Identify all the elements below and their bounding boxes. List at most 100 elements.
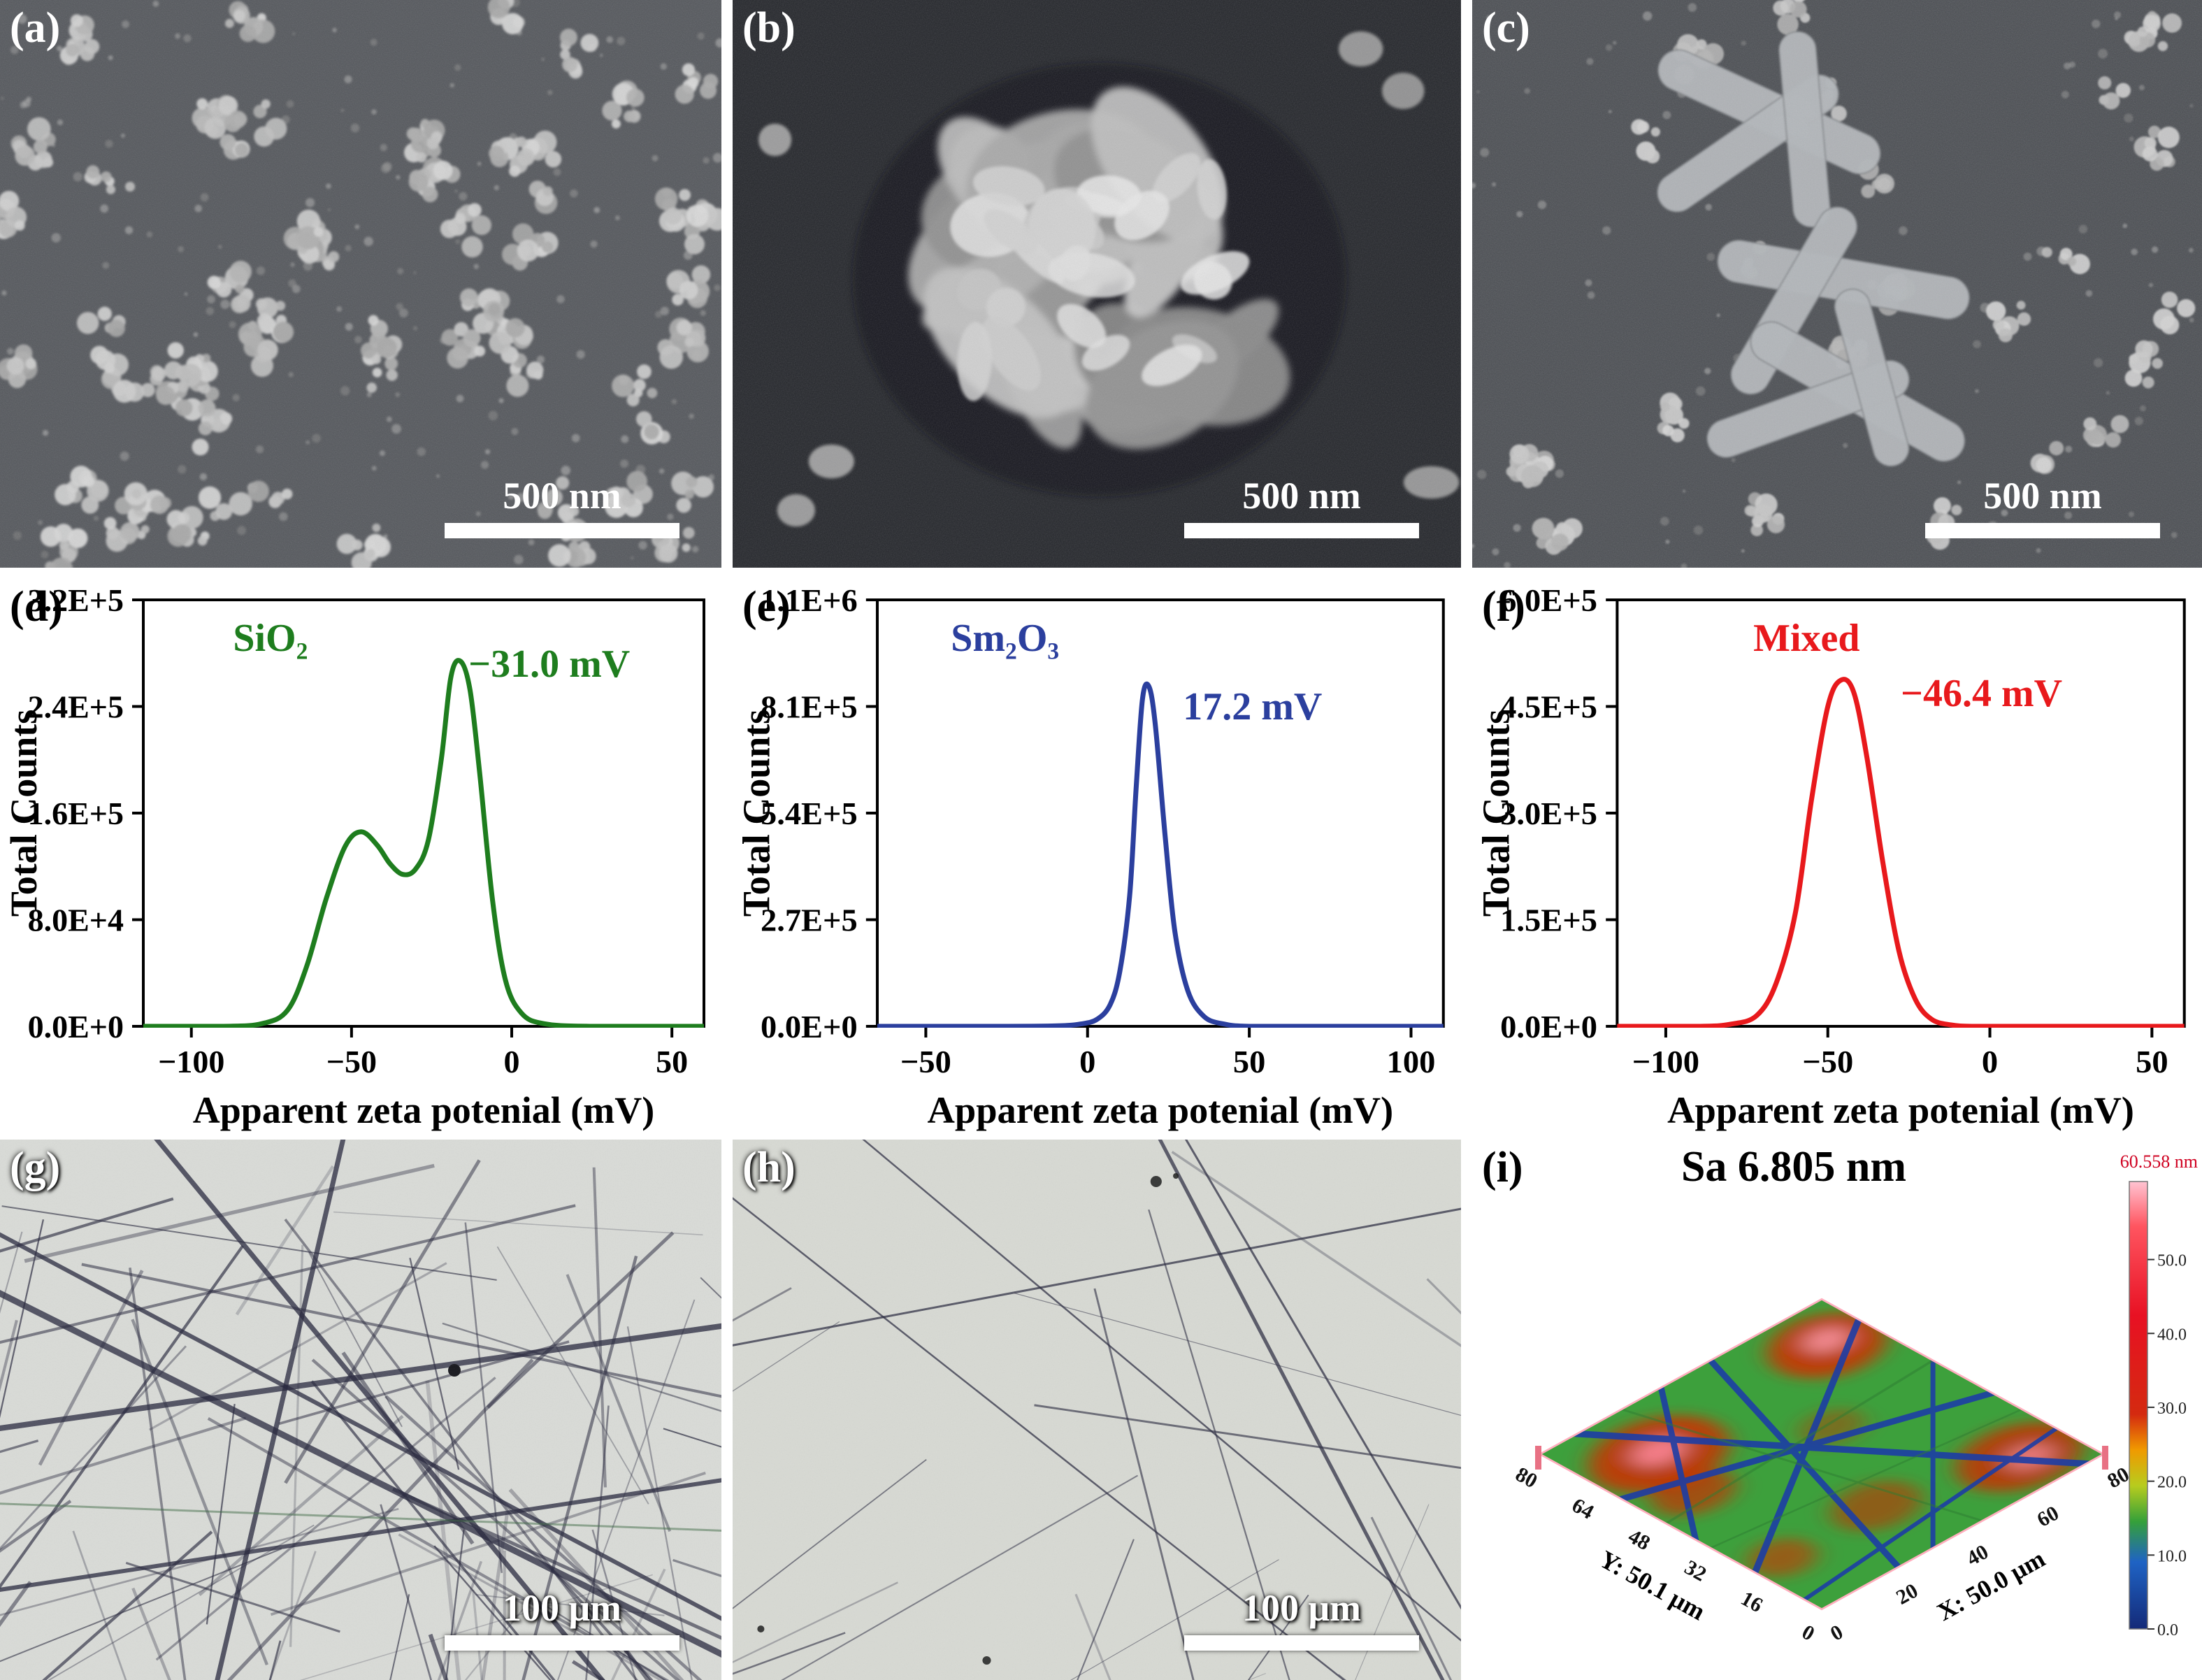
optical-image-g (0, 1140, 721, 1680)
surface-side-sliver-left (1535, 1446, 1541, 1470)
svg-text:5.4E+5: 5.4E+5 (761, 796, 858, 831)
svg-text:−50: −50 (326, 1044, 377, 1079)
svg-text:−100: −100 (1632, 1044, 1699, 1080)
svg-text:Total Counts: Total Counts (735, 710, 777, 917)
panel-label-b: (b) (742, 4, 796, 52)
scale-bar-label: 500 nm (1983, 475, 2102, 517)
panel-label-f: (f) (1482, 583, 1525, 631)
afm-surface (1538, 1298, 2106, 1611)
svg-text:Apparent zeta potenial (mV): Apparent zeta potenial (mV) (193, 1089, 654, 1131)
svg-text:64: 64 (1568, 1493, 1597, 1523)
svg-text:0.0: 0.0 (2157, 1621, 2178, 1639)
svg-text:0.0E+0: 0.0E+0 (1500, 1010, 1597, 1045)
svg-text:40.0: 40.0 (2157, 1326, 2187, 1344)
panel-label-h: (h) (742, 1144, 796, 1191)
svg-text:50: 50 (2136, 1044, 2168, 1080)
svg-text:20.0: 20.0 (2157, 1474, 2187, 1492)
zeta-chart-e: −50 0 50 100 0.0E+0 2.7E+5 5.4E+5 8.1E+5 1.1E+6 A… (735, 582, 1445, 1131)
scale-bar: 500 nm (1184, 476, 1419, 538)
scale-bar-line (1184, 523, 1419, 538)
panel-label-e: (e) (742, 583, 791, 631)
svg-text:0.0E+0: 0.0E+0 (28, 1009, 124, 1044)
scale-bar: 500 nm (445, 476, 679, 538)
svg-text:Total Counts: Total Counts (3, 710, 45, 917)
zeta-value-label: 17.2 mV (1183, 684, 1323, 728)
svg-text:48: 48 (1625, 1525, 1654, 1555)
panel-label-a: (a) (10, 4, 61, 52)
svg-text:20: 20 (1892, 1579, 1922, 1609)
svg-text:100: 100 (1387, 1044, 1436, 1079)
svg-text:1.5E+5: 1.5E+5 (1500, 903, 1597, 939)
optical-panel-h: (h) 100 μm (733, 1140, 1461, 1680)
svg-text:40: 40 (1963, 1540, 1992, 1570)
svg-text:0: 0 (1079, 1044, 1095, 1079)
scale-bar: 100 μm (445, 1588, 679, 1651)
panel-label-i: (i) (1482, 1144, 1523, 1191)
scale-bar-line (1925, 523, 2160, 538)
colorbar-max-label: 60.558 nm (2120, 1151, 2198, 1172)
svg-text:50: 50 (656, 1044, 688, 1079)
svg-text:2.4E+5: 2.4E+5 (28, 689, 124, 725)
svg-text:16: 16 (1737, 1587, 1766, 1617)
zeta-chart-panel-f: −100 −50 0 50 0.0E+0 1.5E+5 3.0E+5 4.5E+5 6.0E+5… (1472, 579, 2202, 1133)
zeta-value-label: −31.0 mV (468, 642, 631, 686)
sem-panel-b: (b) 500 nm (733, 0, 1461, 568)
svg-text:32: 32 (1681, 1556, 1710, 1586)
scale-bar: 500 nm (1925, 476, 2160, 538)
sem-image-a (0, 0, 721, 568)
optical-panel-g: (g) 100 μm (0, 1140, 721, 1680)
afm-x-axis-label: X: 50.0 μm (1932, 1544, 2050, 1626)
svg-text:4.5E+5: 4.5E+5 (1500, 690, 1597, 726)
series-label: SiO₂ (233, 616, 308, 660)
svg-text:−50: −50 (1802, 1044, 1853, 1080)
panel-label-d: (d) (10, 583, 63, 631)
surface-side-sliver-right (2102, 1446, 2108, 1470)
scale-bar-line (445, 523, 679, 538)
zeta-chart-panel-e: −50 0 50 100 0.0E+0 2.7E+5 5.4E+5 8.1E+5 1.1E+6 A… (733, 579, 1461, 1133)
zeta-chart-d: −100 −50 0 50 0.0E+0 8.0E+4 1.6E+5 2.4E+5 3.2E+5… (3, 582, 705, 1131)
zeta-chart-f: −100 −50 0 50 0.0E+0 1.5E+5 3.0E+5 4.5E+5 6.0E+5… (1475, 583, 2186, 1131)
svg-text:Apparent zeta potenial (mV): Apparent zeta potenial (mV) (1667, 1089, 2134, 1131)
zeta-value-label: −46.4 mV (1901, 672, 2063, 716)
svg-text:−100: −100 (158, 1044, 224, 1079)
svg-text:0: 0 (504, 1044, 520, 1079)
svg-text:8.0E+4: 8.0E+4 (28, 903, 124, 938)
svg-text:10.0: 10.0 (2157, 1547, 2187, 1565)
series-label: Mixed (1753, 616, 1860, 660)
scale-bar: 100 μm (1184, 1588, 1419, 1651)
sem-panel-a: (a) 500 nm (0, 0, 721, 568)
sem-image-b (733, 0, 1461, 568)
svg-text:6.0E+5: 6.0E+5 (1500, 583, 1597, 619)
scale-bar-label: 100 μm (502, 1587, 622, 1630)
scale-bar-label: 100 μm (1242, 1587, 1362, 1630)
svg-text:50.0: 50.0 (2157, 1252, 2187, 1270)
svg-text:30.0: 30.0 (2157, 1400, 2187, 1418)
sem-panel-c: (c) 500 nm (1472, 0, 2202, 568)
svg-text:3.0E+5: 3.0E+5 (1500, 796, 1597, 832)
svg-text:0.0E+0: 0.0E+0 (761, 1009, 858, 1044)
series-label: Sm₂O₃ (951, 616, 1060, 660)
svg-text:8.1E+5: 8.1E+5 (761, 689, 858, 725)
afm-panel-i: 60.558 nm Y: 50.1 μm X: 50.0 μm 80 64 48 32… (1472, 1140, 2202, 1680)
afm-roughness-title: Sa 6.805 nm (1681, 1143, 1907, 1191)
sem-image-c (1472, 0, 2202, 568)
colorbar (2129, 1181, 2148, 1630)
svg-text:60: 60 (2034, 1501, 2063, 1531)
svg-text:3.2E+5: 3.2E+5 (28, 582, 124, 618)
afm-3d-plot: 60.558 nm Y: 50.1 μm X: 50.0 μm 80644832… (1511, 1151, 2198, 1646)
svg-text:2.7E+5: 2.7E+5 (761, 903, 858, 938)
zeta-chart-panel-d: −100 −50 0 50 0.0E+0 8.0E+4 1.6E+5 2.4E+5 3.2E+5… (0, 579, 721, 1133)
scale-bar-line (445, 1635, 679, 1651)
panel-label-c: (c) (1482, 4, 1530, 52)
svg-text:1.1E+6: 1.1E+6 (761, 582, 858, 618)
svg-text:0: 0 (1827, 1621, 1847, 1646)
svg-text:0: 0 (1798, 1621, 1818, 1646)
svg-text:50: 50 (1233, 1044, 1265, 1079)
svg-text:−50: −50 (900, 1044, 951, 1079)
optical-image-h (733, 1140, 1461, 1680)
scale-bar-label: 500 nm (1242, 475, 1361, 517)
scale-bar-label: 500 nm (503, 475, 621, 517)
panel-label-g: (g) (10, 1144, 61, 1191)
svg-text:Total Counts: Total Counts (1475, 710, 1517, 917)
